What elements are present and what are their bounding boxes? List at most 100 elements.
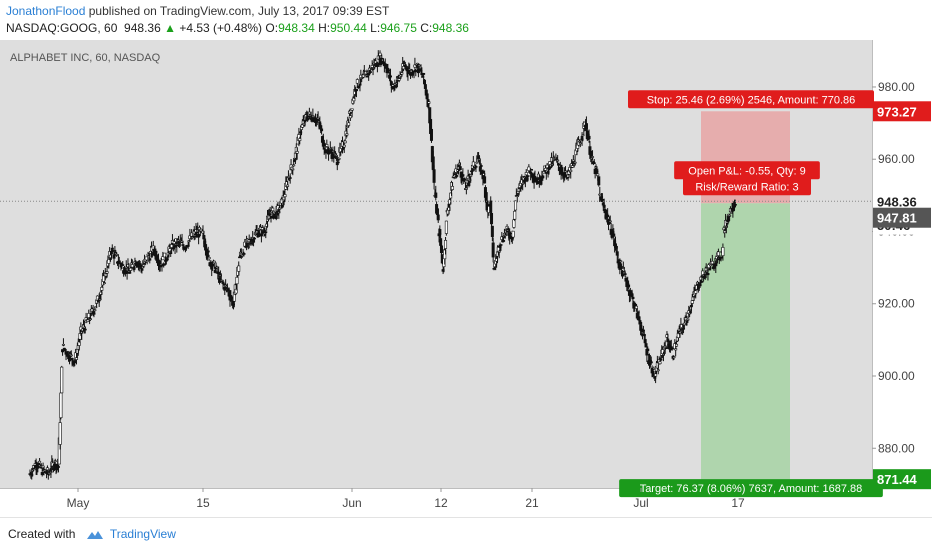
candle-body bbox=[721, 247, 725, 256]
candle bbox=[678, 328, 682, 338]
candle-body bbox=[311, 115, 315, 117]
candle-body bbox=[148, 258, 152, 261]
y-tick-label: 900.00 bbox=[878, 369, 915, 383]
created-with-text: Created with bbox=[8, 527, 76, 541]
candle-body bbox=[569, 169, 573, 173]
candle bbox=[274, 211, 278, 221]
candle-body bbox=[161, 256, 165, 261]
candle-body bbox=[591, 156, 595, 158]
candle bbox=[548, 161, 552, 171]
target-label-text: Target: 76.37 (8.06%) 7637, Amount: 1687… bbox=[640, 483, 863, 495]
candle-body bbox=[88, 318, 92, 321]
candle-body bbox=[332, 155, 336, 159]
candle-body bbox=[513, 210, 517, 220]
candle bbox=[570, 161, 574, 169]
candle bbox=[352, 95, 356, 103]
candle bbox=[389, 80, 393, 93]
candle bbox=[235, 275, 239, 291]
candle-body bbox=[348, 115, 352, 119]
candle-body bbox=[87, 313, 91, 318]
candle-body bbox=[641, 329, 645, 332]
candle bbox=[375, 61, 379, 73]
candle-body bbox=[354, 89, 358, 92]
candle bbox=[212, 260, 216, 269]
candle-body bbox=[195, 231, 199, 234]
low-value: 946.75 bbox=[380, 21, 417, 35]
candle-body bbox=[61, 349, 65, 353]
candle-body bbox=[429, 128, 433, 141]
candle bbox=[172, 239, 176, 247]
candle bbox=[464, 184, 468, 195]
candle-body bbox=[368, 71, 372, 73]
candle-body bbox=[323, 146, 327, 148]
candle bbox=[474, 164, 478, 173]
candle-body bbox=[483, 176, 487, 184]
candle-body bbox=[536, 182, 540, 185]
candle bbox=[400, 68, 404, 77]
candle-body bbox=[514, 200, 518, 211]
y-tick-label: 980.00 bbox=[878, 80, 915, 94]
candle-body bbox=[529, 169, 533, 171]
candle-body bbox=[130, 264, 134, 268]
candle-body bbox=[491, 242, 495, 258]
author-link[interactable]: JonathonFlood bbox=[6, 4, 86, 18]
candle bbox=[388, 68, 392, 83]
candle-body bbox=[475, 161, 479, 164]
candle-body bbox=[212, 260, 216, 264]
candle bbox=[222, 281, 226, 286]
candle-body bbox=[145, 260, 149, 263]
candle-body bbox=[342, 144, 346, 148]
candle bbox=[195, 225, 199, 238]
candle-body bbox=[100, 287, 104, 291]
candle bbox=[121, 261, 125, 266]
stop-price-badge-box bbox=[873, 101, 931, 122]
y-tick-label: 880.00 bbox=[878, 441, 915, 455]
candle bbox=[541, 174, 545, 181]
candle bbox=[371, 68, 375, 76]
risk-reward-label-text: Risk/Reward Ratio: 3 bbox=[695, 181, 798, 193]
candle-body bbox=[529, 171, 533, 174]
candle-body bbox=[95, 295, 99, 301]
pnl-label-text: Open P&L: -0.55, Qty: 9 bbox=[688, 165, 805, 177]
candle-body bbox=[252, 237, 256, 240]
candle-body bbox=[269, 215, 273, 219]
candle bbox=[115, 251, 119, 257]
candle-body bbox=[686, 318, 690, 321]
candle-body bbox=[557, 163, 561, 166]
candle bbox=[61, 349, 65, 356]
x-tick-label: May bbox=[67, 496, 90, 510]
candle bbox=[163, 252, 167, 258]
candle-body bbox=[144, 256, 148, 261]
candle-body bbox=[307, 111, 311, 115]
candle-body bbox=[543, 167, 547, 171]
candle-body bbox=[571, 159, 575, 162]
candle bbox=[526, 175, 530, 182]
candle bbox=[623, 270, 627, 277]
candle-body bbox=[56, 466, 60, 468]
price-chart[interactable]: ALPHABET INC, 60, NASDAQ Stop: 25.46 (2.6… bbox=[0, 40, 932, 517]
candle-body bbox=[370, 65, 374, 68]
candle bbox=[343, 138, 347, 144]
candle bbox=[429, 122, 433, 143]
candle bbox=[710, 254, 714, 265]
chart-area[interactable]: ALPHABET INC, 60, NASDAQ Stop: 25.46 (2.6… bbox=[0, 40, 932, 517]
candle-body bbox=[374, 60, 378, 64]
candle bbox=[325, 139, 329, 147]
candle bbox=[77, 338, 81, 351]
candle-body bbox=[521, 183, 525, 185]
candle bbox=[646, 346, 650, 355]
candle-body bbox=[511, 230, 515, 238]
tradingview-brand[interactable]: TradingView bbox=[109, 527, 176, 541]
candle-body bbox=[587, 135, 591, 140]
candle-body bbox=[288, 177, 292, 179]
candle-body bbox=[242, 253, 246, 255]
candle-body bbox=[73, 361, 77, 364]
candles bbox=[28, 50, 737, 480]
candle bbox=[73, 359, 77, 367]
candle-body bbox=[676, 333, 680, 338]
candle-body bbox=[658, 361, 662, 365]
candle-body bbox=[268, 213, 272, 215]
candle bbox=[249, 236, 253, 246]
candle bbox=[69, 350, 73, 358]
candle-body bbox=[129, 267, 133, 271]
